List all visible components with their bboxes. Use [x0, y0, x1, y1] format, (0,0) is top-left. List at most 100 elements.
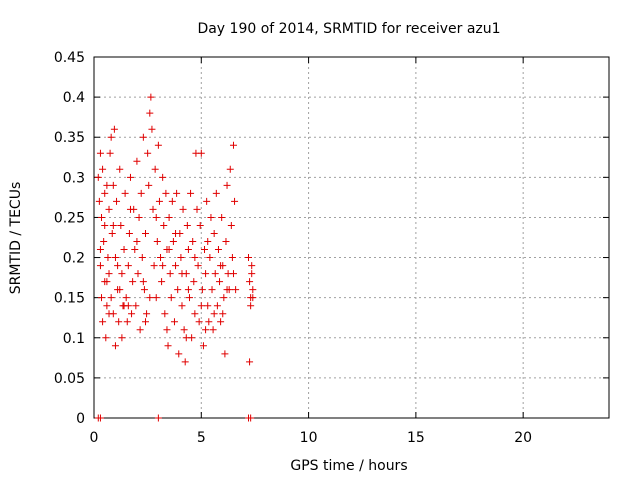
data-point: [106, 149, 114, 157]
y-tick-label: 0.05: [54, 371, 85, 387]
data-point: [109, 181, 117, 189]
data-point: [143, 310, 151, 318]
data-point: [99, 318, 107, 326]
data-point: [204, 238, 212, 246]
data-point: [133, 238, 141, 246]
data-point: [158, 278, 166, 286]
y-tick-label: 0.15: [54, 291, 85, 307]
y-tick-label: 0.4: [63, 90, 85, 106]
data-point: [111, 342, 119, 350]
x-tick-label: 5: [197, 430, 206, 446]
data-point: [133, 157, 141, 165]
data-point: [249, 294, 257, 302]
data-point: [223, 181, 231, 189]
data-point: [196, 221, 204, 229]
data-point: [152, 213, 160, 221]
data-point: [107, 294, 115, 302]
data-point: [221, 350, 229, 358]
data-point: [164, 342, 172, 350]
data-point: [126, 205, 134, 213]
data-point: [210, 229, 218, 237]
data-point: [95, 197, 103, 205]
data-point: [124, 302, 132, 310]
data-point: [216, 278, 224, 286]
data-point: [181, 358, 189, 366]
y-tick-label: 0.35: [54, 130, 85, 146]
data-point: [110, 125, 118, 133]
data-point: [229, 141, 237, 149]
y-tick-label: 0.2: [63, 251, 85, 267]
y-tick-label: 0.1: [63, 331, 85, 347]
data-point: [114, 262, 122, 270]
data-point: [173, 189, 181, 197]
data-point: [220, 294, 228, 302]
data-point: [248, 262, 256, 270]
data-point: [222, 238, 230, 246]
data-point: [122, 294, 130, 302]
data-point: [168, 197, 176, 205]
data-point: [96, 149, 104, 157]
data-point: [199, 342, 207, 350]
y-tick-label: 0.3: [63, 170, 85, 186]
data-point: [125, 229, 133, 237]
data-point: [155, 197, 163, 205]
data-point: [139, 133, 147, 141]
data-point: [189, 238, 197, 246]
data-point: [111, 254, 119, 262]
data-point: [223, 286, 231, 294]
data-point: [134, 270, 142, 278]
data-point: [211, 270, 219, 278]
data-point: [118, 334, 126, 342]
y-tick-label: 0: [76, 411, 85, 427]
data-point: [180, 326, 188, 334]
data-point: [187, 189, 195, 197]
data-point: [163, 326, 171, 334]
data-point: [245, 254, 252, 262]
data-point: [103, 181, 111, 189]
data-point: [104, 254, 112, 262]
data-point: [247, 414, 255, 422]
data-point: [209, 326, 217, 334]
data-point: [195, 318, 203, 326]
data-point: [167, 294, 175, 302]
data-point: [101, 221, 109, 229]
data-point: [159, 262, 167, 270]
data-point: [108, 229, 116, 237]
data-point: [120, 246, 128, 254]
data-point: [217, 262, 225, 270]
x-axis-label: GPS time / hours: [290, 458, 407, 474]
data-point: [147, 93, 155, 101]
data-point: [96, 246, 104, 254]
data-point: [206, 254, 214, 262]
data-point: [247, 302, 255, 310]
data-point: [169, 238, 177, 246]
data-point: [129, 278, 137, 286]
data-point: [98, 213, 106, 221]
data-point: [197, 302, 205, 310]
data-point: [249, 286, 257, 294]
y-tick-label: 0.45: [54, 50, 85, 66]
data-point: [226, 165, 234, 173]
data-point: [135, 213, 143, 221]
data-point: [139, 278, 147, 286]
data-point: [154, 414, 162, 422]
data-point: [146, 294, 154, 302]
data-point: [166, 270, 174, 278]
data-point: [172, 229, 180, 237]
data-point: [123, 318, 131, 326]
data-point: [178, 270, 186, 278]
data-point: [165, 246, 173, 254]
x-tick-label: 15: [407, 430, 425, 446]
data-point: [184, 286, 192, 294]
data-point: [157, 254, 165, 262]
data-point: [96, 262, 104, 270]
data-point: [161, 310, 169, 318]
data-point: [248, 270, 256, 278]
data-point: [201, 246, 209, 254]
data-point: [102, 334, 110, 342]
data-point: [103, 302, 111, 310]
data-point: [214, 246, 222, 254]
data-point: [177, 254, 185, 262]
data-point: [107, 133, 115, 141]
data-point: [184, 246, 192, 254]
